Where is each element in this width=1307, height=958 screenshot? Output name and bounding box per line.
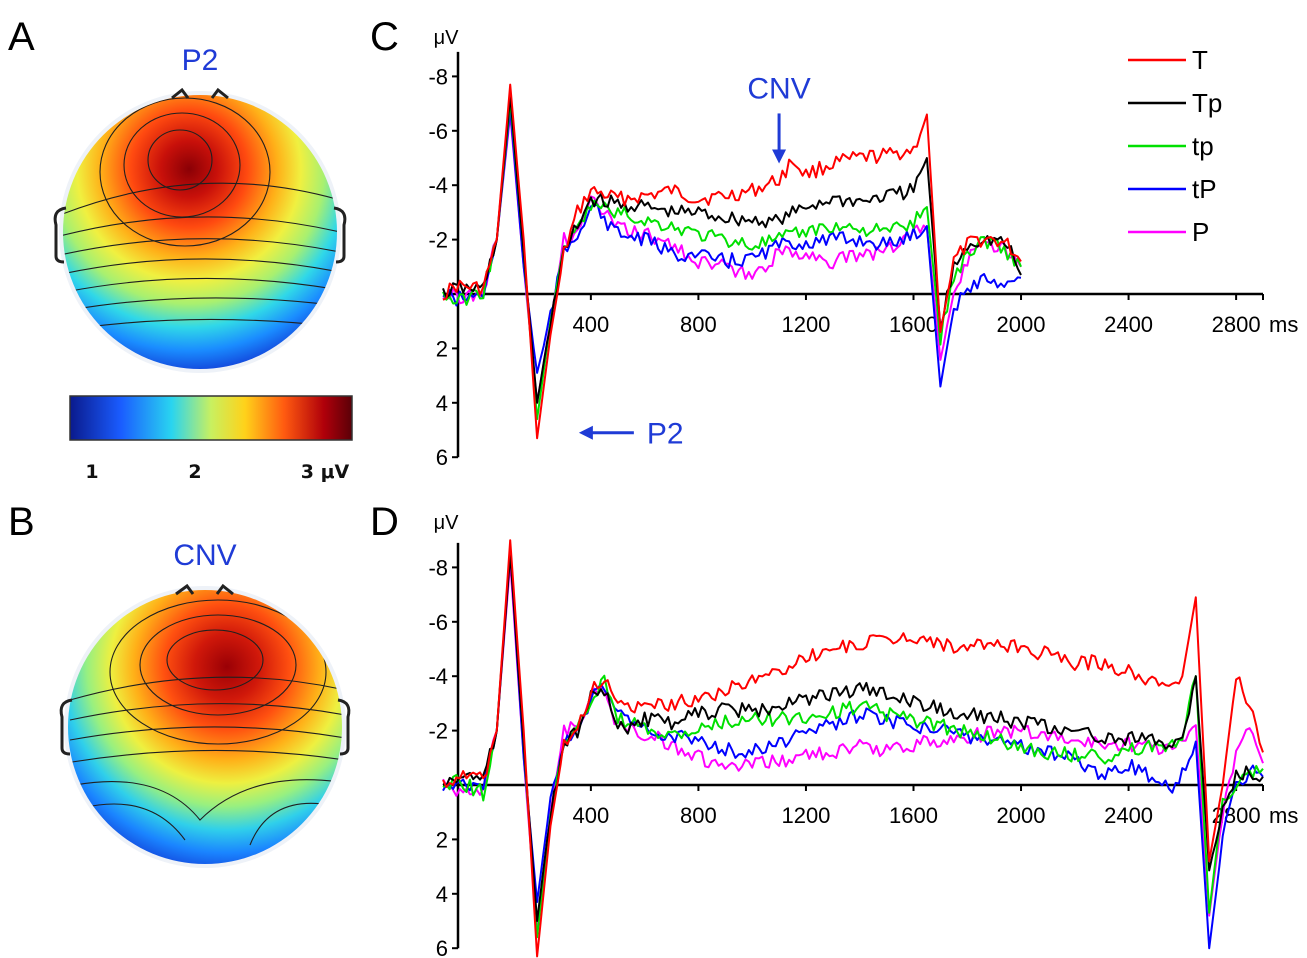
colorbar-tick-1: 1 (85, 461, 98, 483)
topo-a-left-ear (53, 206, 67, 264)
colorbar-tick-2: 2 (188, 461, 201, 483)
y-tick-label: 2 (436, 827, 448, 852)
x-tick-label: 400 (573, 803, 610, 828)
erp-chart-c: μV -8 -6 -4 -2 2 4 6 400 800 1200 1600 2000 2400 2800 m… (428, 27, 1298, 470)
x-tick-label: 2000 (997, 803, 1046, 828)
annotation-cnv-label: CNV (747, 72, 810, 105)
topo-b-left-ear (59, 698, 73, 756)
series-line-tp (442, 99, 1022, 421)
y-tick-label: 4 (436, 882, 448, 907)
series-line-T (442, 539, 1264, 958)
colorbar: 1 2 3 μV (69, 395, 353, 483)
panel-b: B CNV (8, 500, 351, 868)
y-tick-label: -2 (428, 719, 448, 744)
topo-a-right-ear (333, 206, 347, 264)
series-line-tP (442, 108, 1022, 388)
topo-b-nose (175, 583, 234, 596)
topo-b-contours (69, 599, 342, 846)
panel-letter-a: A (8, 15, 35, 59)
x-tick-label: 2400 (1104, 312, 1153, 337)
panel-letter-b: B (8, 500, 35, 544)
colorbar-tick-3: 3 μV (301, 461, 350, 483)
topo-b-title: CNV (173, 539, 236, 572)
x-axis-unit: ms (1269, 312, 1298, 337)
y-tick-label: -6 (428, 119, 448, 144)
y-tick-label: -4 (428, 664, 448, 689)
y-tick-label: -8 (428, 555, 448, 580)
x-tick-label: 400 (573, 312, 610, 337)
y-tick-label: 4 (436, 391, 448, 416)
y-tick-label: 6 (436, 445, 448, 470)
x-tick-label: 2800 (1212, 312, 1261, 337)
legend-label-T: T (1192, 45, 1208, 75)
topo-a-head (53, 87, 347, 373)
legend-label-P: P (1192, 217, 1209, 247)
annotation-p2-label: P2 (647, 418, 684, 451)
legend-label-tP: tP (1192, 174, 1217, 204)
legend-label-tp: tp (1192, 131, 1214, 161)
x-tick-label: 800 (680, 803, 717, 828)
series-line-tP (442, 550, 1264, 950)
panel-a: A P2 1 2 3 μV (8, 15, 353, 483)
x-tick-label: 2400 (1104, 803, 1153, 828)
legend: T Tp tp tP P (1128, 45, 1222, 247)
panel-letter-d: D (370, 500, 399, 544)
annotation-cnv-arrowhead (772, 149, 787, 164)
y-tick-label: -2 (428, 228, 448, 253)
topo-b-right-ear (337, 698, 351, 756)
series-line-Tp (442, 552, 1264, 922)
series-line-T (442, 83, 1022, 440)
x-axis-unit: ms (1269, 803, 1298, 828)
topo-a-title: P2 (182, 44, 219, 77)
y-axis-label: μV (434, 512, 460, 534)
panel-letter-c: C (370, 15, 399, 59)
topo-a-contours (63, 97, 337, 329)
x-tick-label: 1200 (781, 803, 830, 828)
x-tick-label: 800 (680, 312, 717, 337)
y-tick-label: -8 (428, 64, 448, 89)
series-line-Tp (442, 94, 1022, 404)
x-tick-label: 1200 (781, 312, 830, 337)
y-tick-label: 2 (436, 336, 448, 361)
x-tick-label: 1600 (889, 312, 938, 337)
topo-a-nose (171, 87, 229, 100)
legend-label-Tp: Tp (1192, 88, 1222, 118)
chart-c-annotations: CNV P2 (578, 72, 811, 451)
topo-b-head (59, 583, 351, 868)
topo-a-scalp-map (63, 95, 337, 369)
x-tick-label: 2000 (997, 312, 1046, 337)
x-tick-label: 1600 (889, 803, 938, 828)
y-tick-label: -6 (428, 610, 448, 635)
colorbar-ramp (69, 395, 353, 441)
y-tick-label: -4 (428, 173, 448, 198)
y-axis-label: μV (434, 27, 460, 49)
annotation-p2-arrowhead (578, 425, 593, 440)
y-tick-label: 6 (436, 936, 448, 958)
